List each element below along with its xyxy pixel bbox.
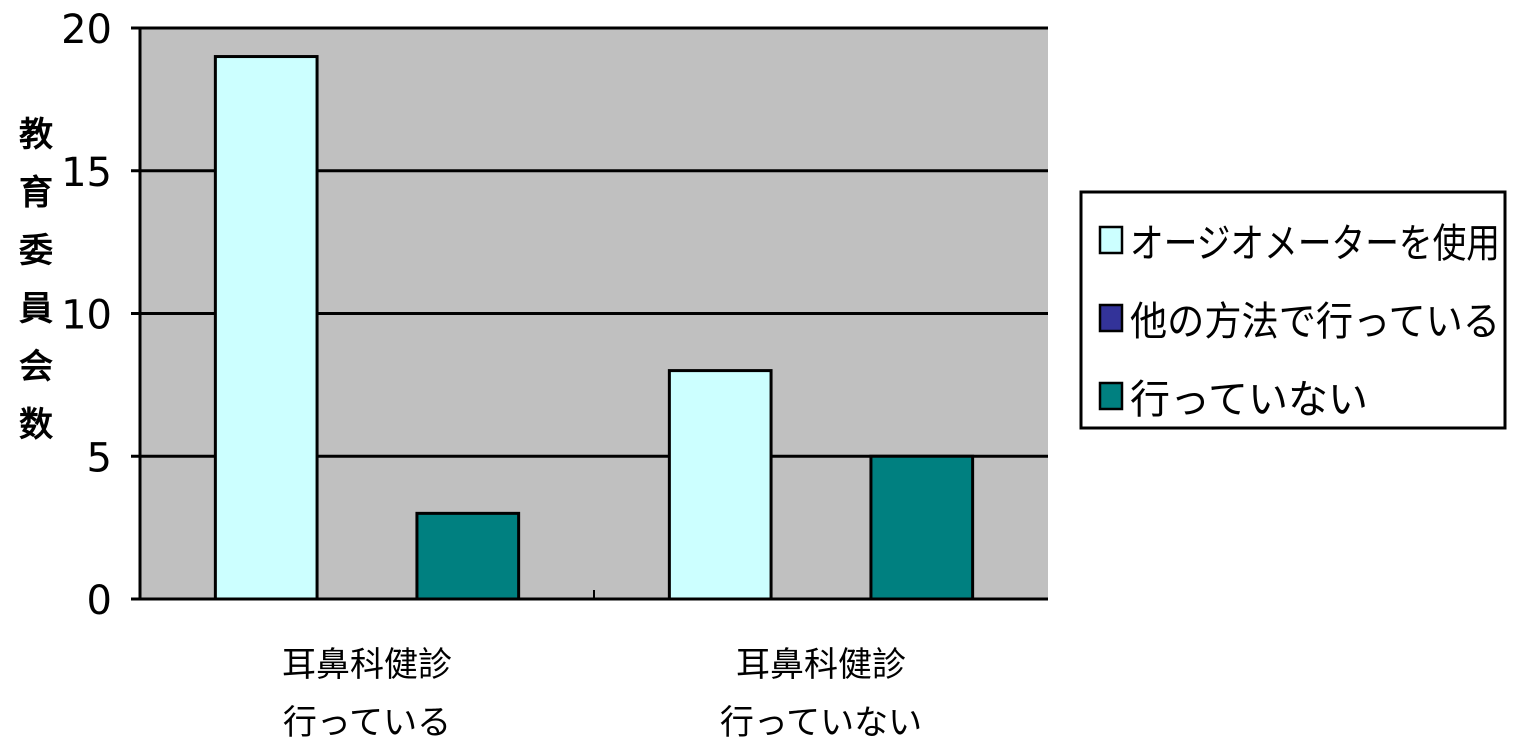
y-tick-label: 10 [61,293,112,339]
legend-swatch [1098,225,1124,255]
y-tick-labels: 0 5 10 15 20 [61,7,112,624]
legend-box [1079,190,1507,430]
y-axis-label-char: 員 [19,289,53,329]
y-tick-label: 15 [61,150,112,196]
axes [131,26,1048,601]
legend-label: 行っていない [1130,377,1368,423]
y-axis-label-char: 教 [19,115,53,155]
legend-swatch [1098,381,1124,411]
legend-label: 他の方法で行っている [1130,299,1500,345]
y-axis-label-char: 育 [19,173,53,213]
bar [415,511,521,601]
x-tick-label: 行っている [283,703,451,743]
x-tick-label: 行っていない [720,703,922,743]
legend-label: オージオメーターを使用 [1130,221,1500,267]
bar [213,55,319,601]
x-tick-label: 耳鼻科健診 [736,645,906,685]
y-tick-label: 20 [61,7,112,53]
y-axis-label: 教育委員会数 [19,115,53,445]
y-axis-label-char: 委 [19,231,53,271]
bar [869,454,975,601]
y-tick-label: 0 [87,578,112,624]
y-axis-label-char: 会 [19,347,53,387]
x-tick-label: 耳鼻科健診 [282,645,452,685]
bar [667,369,773,601]
y-tick-label: 5 [87,435,112,481]
legend-swatch [1098,303,1124,333]
y-axis-label-char: 数 [19,405,53,445]
